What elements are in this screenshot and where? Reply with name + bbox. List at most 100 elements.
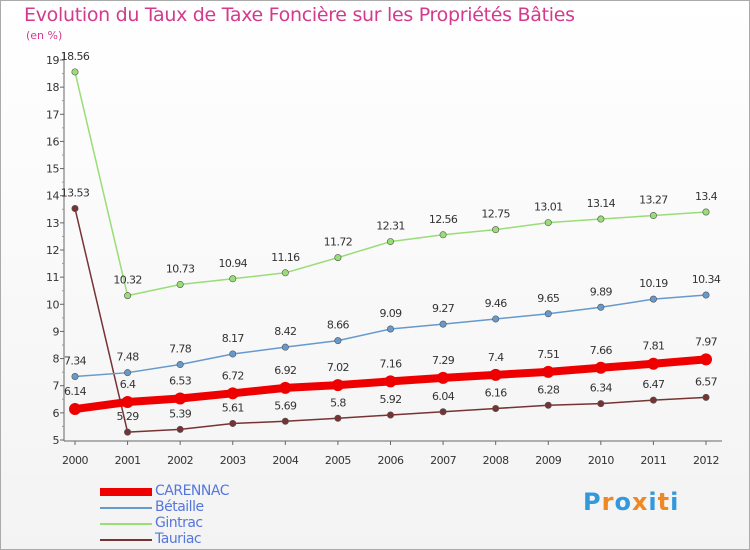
- point-tauriac-2010: [597, 400, 605, 408]
- point-tauriac-2007: [439, 408, 447, 416]
- point-gintrac-2004: [281, 269, 289, 277]
- point-tauriac-2001: [124, 428, 132, 436]
- data-label-carennac-2007: 7.29: [432, 354, 455, 367]
- data-label-tauriac-2009: 6.28: [537, 383, 560, 396]
- data-label-tauriac-2005: 5.8: [330, 396, 346, 409]
- data-label-carennac-2003: 6.72: [222, 369, 244, 382]
- data-label-betaille-2007: 9.27: [432, 302, 455, 315]
- point-carennac-2000: [69, 403, 81, 416]
- data-label-gintrac-2000: 18.56: [61, 50, 90, 63]
- legend-swatch-betaille: [100, 507, 152, 509]
- data-label-betaille-2010: 9.89: [590, 285, 613, 298]
- data-label-gintrac-2011: 13.27: [639, 194, 668, 207]
- point-gintrac-2009: [544, 219, 552, 227]
- data-label-tauriac-2010: 6.34: [590, 382, 613, 395]
- data-label-betaille-2011: 10.19: [639, 277, 668, 290]
- y-tick-label-12: 12: [46, 244, 59, 257]
- data-label-tauriac-2004: 5.69: [274, 399, 297, 412]
- proxiti-logo-letter: o: [614, 488, 632, 516]
- x-tick-label-2007: 2007: [430, 454, 456, 467]
- data-label-betaille-2012: 10.34: [692, 273, 721, 286]
- point-carennac-2007: [437, 371, 450, 384]
- point-tauriac-2006: [386, 411, 394, 419]
- point-tauriac-2003: [229, 419, 237, 427]
- point-carennac-2010: [594, 361, 607, 374]
- data-label-gintrac-2010: 13.14: [587, 197, 616, 210]
- legend-swatch-gintrac: [100, 523, 152, 525]
- data-label-gintrac-2008: 12.75: [481, 208, 510, 221]
- data-label-carennac-2000: 6.14: [64, 385, 87, 398]
- x-tick-label-2000: 2000: [62, 454, 88, 467]
- point-betaille-2003: [229, 350, 237, 358]
- proxiti-logo-letter: i: [648, 488, 658, 516]
- x-tick-label-2009: 2009: [535, 454, 561, 467]
- data-label-tauriac-2011: 6.47: [642, 378, 665, 391]
- point-gintrac-2005: [334, 254, 342, 262]
- point-gintrac-2008: [492, 226, 500, 234]
- point-carennac-2006: [384, 375, 397, 388]
- legend-swatch-tauriac: [100, 539, 152, 541]
- point-betaille-2009: [544, 310, 552, 318]
- point-carennac-2008: [489, 368, 502, 381]
- data-label-gintrac-2005: 11.72: [324, 236, 353, 249]
- point-tauriac-2000: [71, 204, 79, 212]
- data-label-tauriac-2008: 6.16: [485, 387, 508, 400]
- data-label-carennac-2004: 6.92: [274, 364, 296, 377]
- point-tauriac-2011: [649, 396, 657, 404]
- proxiti-logo-letter: t: [657, 488, 671, 516]
- y-tick-label-6: 6: [53, 407, 60, 420]
- x-tick-label-2003: 2003: [220, 454, 246, 467]
- point-betaille-2002: [176, 361, 184, 369]
- point-betaille-2008: [492, 315, 500, 323]
- data-label-betaille-2008: 9.46: [485, 297, 508, 310]
- point-betaille-2011: [649, 295, 657, 303]
- legend-label-tauriac: Tauriac: [155, 531, 202, 547]
- legend-label-gintrac: Gintrac: [155, 515, 203, 531]
- data-label-carennac-2006: 7.16: [379, 357, 402, 370]
- point-gintrac-2000: [71, 68, 79, 76]
- y-tick-label-5: 5: [53, 434, 60, 447]
- data-label-gintrac-2006: 12.31: [376, 220, 405, 233]
- point-carennac-2002: [174, 392, 187, 405]
- y-tick-label-8: 8: [53, 353, 60, 366]
- point-carennac-2012: [700, 353, 712, 366]
- point-betaille-2006: [386, 325, 394, 333]
- point-betaille-2010: [597, 303, 605, 311]
- data-label-tauriac-2003: 5.61: [222, 401, 244, 414]
- y-tick-label-19: 19: [46, 54, 59, 67]
- y-tick-label-14: 14: [46, 190, 59, 203]
- y-tick-label-13: 13: [46, 217, 59, 230]
- point-betaille-2000: [71, 372, 79, 380]
- y-tick-label-7: 7: [53, 380, 60, 393]
- data-label-carennac-2011: 7.81: [642, 340, 664, 353]
- data-label-gintrac-2007: 12.56: [429, 213, 458, 226]
- x-tick-label-2005: 2005: [325, 454, 351, 467]
- proxiti-logo-letter: r: [601, 488, 615, 516]
- data-label-carennac-2002: 6.53: [169, 374, 192, 387]
- proxiti-logo: Proxiti: [583, 488, 679, 516]
- data-label-gintrac-2003: 10.94: [219, 257, 248, 270]
- point-tauriac-2004: [281, 417, 289, 425]
- data-label-carennac-2001: 6.4: [120, 378, 136, 391]
- data-label-tauriac-2001: 5.29: [117, 410, 140, 423]
- data-label-carennac-2012: 7.97: [695, 335, 718, 348]
- point-tauriac-2009: [544, 401, 552, 409]
- y-tick-label-9: 9: [53, 325, 60, 338]
- point-carennac-2005: [331, 379, 344, 392]
- point-gintrac-2012: [702, 208, 710, 216]
- point-tauriac-2002: [176, 425, 184, 433]
- data-label-tauriac-2012: 6.57: [695, 375, 718, 388]
- point-betaille-2001: [124, 369, 132, 377]
- x-tick-label-2012: 2012: [693, 454, 719, 467]
- proxiti-logo-letter: P: [583, 488, 602, 516]
- x-tick-label-2011: 2011: [640, 454, 666, 467]
- point-gintrac-2001: [124, 292, 132, 300]
- x-tick-label-2010: 2010: [588, 454, 614, 467]
- point-betaille-2007: [439, 320, 447, 328]
- x-tick-label-2006: 2006: [378, 454, 404, 467]
- data-label-betaille-2002: 7.78: [169, 343, 192, 356]
- point-gintrac-2011: [649, 212, 657, 220]
- data-label-betaille-2005: 8.66: [327, 319, 350, 332]
- data-label-gintrac-2004: 11.16: [271, 251, 300, 264]
